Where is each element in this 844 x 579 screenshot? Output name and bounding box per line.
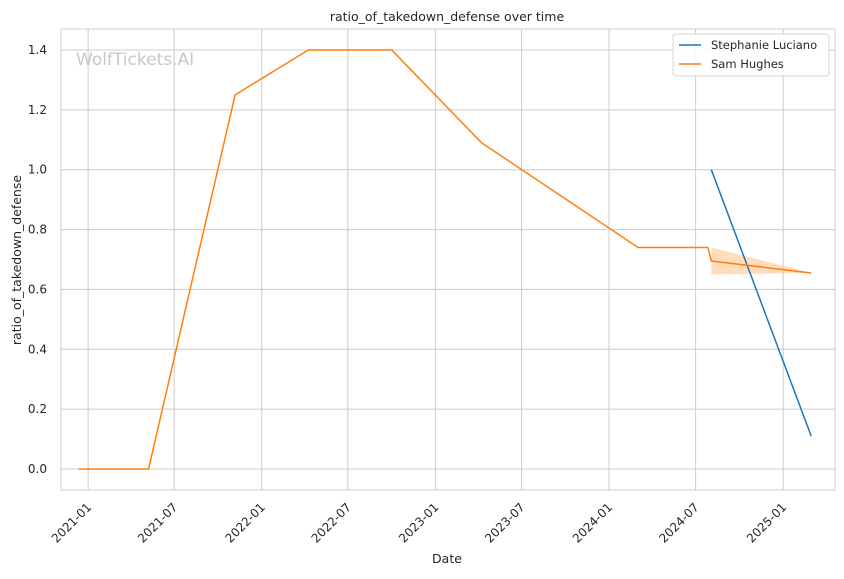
legend: Stephanie Luciano Sam Hughes — [672, 33, 830, 77]
y-tick-label: 1.0 — [28, 163, 47, 177]
series-lines — [78, 49, 812, 470]
grid-lines — [61, 29, 835, 490]
y-tick-label: 1.4 — [28, 43, 47, 57]
series-line — [710, 169, 812, 437]
y-tick-label: 0.4 — [28, 342, 47, 356]
confidence-band — [711, 247, 812, 275]
y-axis-ticks: 0.0 0.2 0.4 0.6 0.8 1.0 1.2 1.4 — [28, 43, 47, 476]
legend-box — [672, 33, 830, 77]
y-tick-label: 0.2 — [28, 402, 47, 416]
legend-label: Stephanie Luciano — [711, 38, 817, 52]
series-line — [78, 49, 812, 470]
y-axis-label: ratio_of_takedown_defense — [9, 175, 24, 346]
x-axis-label: Date — [432, 551, 462, 566]
y-tick-label: 0.6 — [28, 282, 47, 296]
watermark: WolfTickets.AI — [76, 50, 194, 70]
confidence-bands — [711, 247, 812, 275]
y-tick-label: 0.8 — [28, 223, 47, 237]
chart-title: ratio_of_takedown_defense over time — [330, 9, 565, 24]
plot-frame — [60, 28, 836, 491]
legend-label: Sam Hughes — [711, 57, 784, 71]
y-tick-label: 0.0 — [28, 462, 47, 476]
y-tick-label: 1.2 — [28, 103, 47, 117]
